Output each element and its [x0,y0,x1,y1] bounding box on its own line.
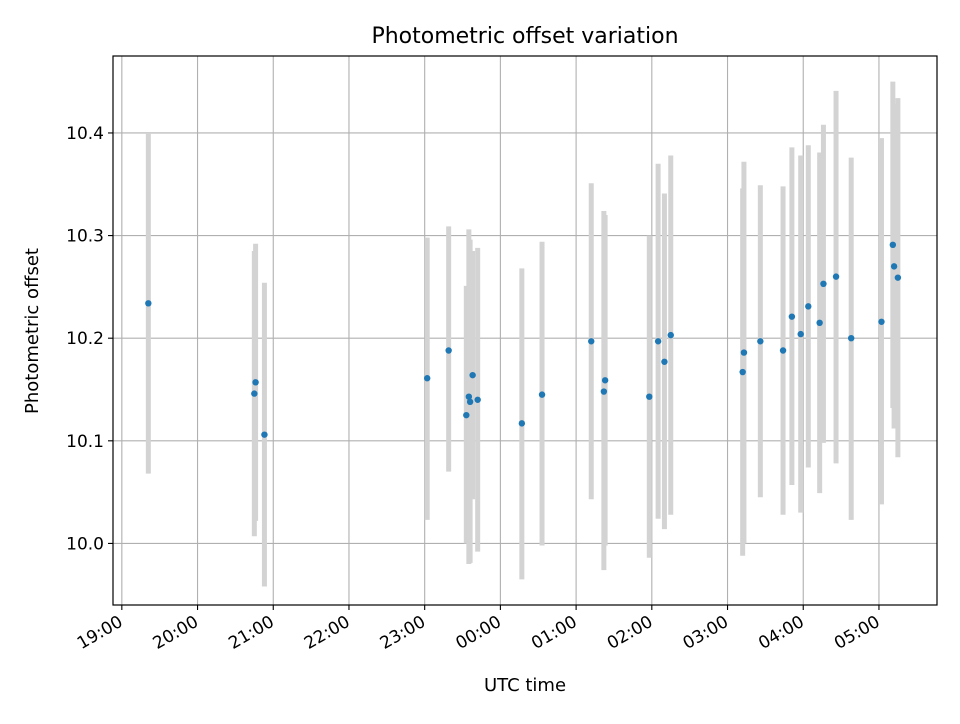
data-point [779,347,787,354]
data-point [466,398,474,406]
data-point [894,274,902,281]
data-point [739,368,746,376]
data-point [847,334,855,342]
y-tick-label: 10.0 [66,534,104,554]
y-tick-label: 10.4 [66,124,104,144]
data-point [445,347,452,354]
data-point [654,338,662,345]
data-point [889,241,897,249]
data-point [588,338,595,345]
y-axis-ticks: 10.0 10.1 10.2 10.3 10.4 [66,124,113,554]
data-point [600,388,608,395]
data-point [538,391,546,398]
data-point [424,375,431,382]
y-tick-label: 10.2 [66,329,104,349]
data-point [601,377,609,384]
data-point [469,371,476,379]
data-point [878,318,885,325]
data-point [661,358,668,365]
data-point [757,338,764,345]
data-points [145,241,902,438]
data-point [816,319,823,327]
data-point [251,390,258,397]
data-point [646,393,653,400]
y-tick-label: 10.3 [66,227,104,247]
data-point [145,300,152,307]
data-point [740,349,748,356]
data-point [805,303,812,310]
data-point [252,379,259,386]
y-axis-label: Photometric offset [22,248,43,414]
chart-title: Photometric offset variation [371,24,678,49]
plot-frame [112,55,938,606]
grid [113,56,937,605]
data-point [465,393,473,400]
data-point [788,313,796,320]
y-tick-label: 10.1 [66,432,104,452]
data-point [667,331,674,339]
data-point [474,396,481,403]
data-point [518,420,526,427]
data-point [890,263,898,270]
data-point [820,280,827,288]
data-point [797,330,804,338]
data-point [832,273,840,280]
x-axis-label: UTC time [484,675,566,696]
data-point [261,431,268,438]
data-point [463,411,470,419]
